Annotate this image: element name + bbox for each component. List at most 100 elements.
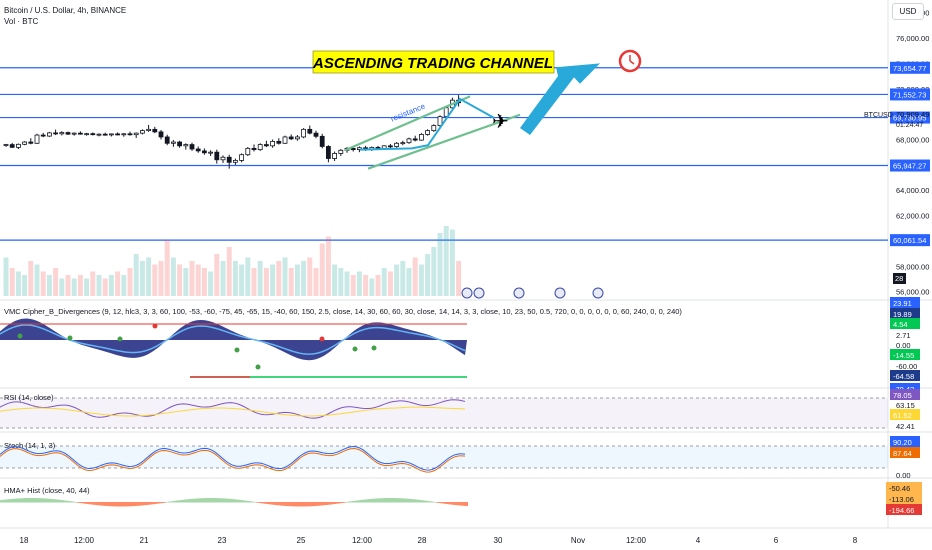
stoch-d-line [0, 448, 466, 473]
hma-hist-bar [194, 498, 196, 503]
hma-hist-bar [96, 502, 98, 506]
stoch-tick: 0.00 [896, 471, 911, 480]
currency-button[interactable]: USD [892, 3, 924, 20]
volume-bar [127, 268, 133, 296]
hma-hist-bar [454, 502, 456, 505]
hma-badge-label: -50.46 [889, 484, 910, 493]
hma-hist-bar [122, 502, 124, 507]
channel-upper-line [344, 95, 471, 152]
candle-body [28, 141, 34, 144]
hma-badge [886, 504, 922, 515]
hma-hist-bar [16, 498, 18, 503]
volume-bar [189, 261, 195, 296]
volume-bar [431, 247, 437, 296]
vmc-badge [890, 297, 920, 308]
hma-hist-bar [310, 502, 312, 507]
hma-hist-bar [212, 498, 214, 503]
candle-body [400, 142, 406, 145]
hma-hist-bar [40, 498, 42, 503]
time-tick-label: 12:00 [626, 536, 647, 545]
symbol-title[interactable]: Bitcoin / U.S. Dollar, 4h, BINANCE [4, 6, 127, 15]
candle-body [139, 130, 145, 134]
level-price-badge [890, 159, 930, 172]
hma-hist-bar [250, 501, 252, 503]
hma-hist-bar [362, 499, 364, 503]
hma-hist-bar [28, 498, 30, 503]
hma-hist-bar [274, 502, 276, 505]
hma-hist-bar [58, 499, 60, 503]
volume-bar [338, 268, 344, 296]
hma-hist-bar [68, 500, 70, 503]
hma-hist-bar [220, 498, 222, 503]
hma-hist-bar [70, 501, 72, 503]
candle-body [387, 145, 393, 148]
hma-hist-bar [180, 500, 182, 503]
candle-body [232, 160, 238, 163]
hma-hist-bar [228, 498, 230, 503]
hma-hist-bar [382, 498, 384, 503]
hma-hist-bar [360, 499, 362, 503]
hma-hist-bar [94, 502, 96, 505]
hma-hist-bar [376, 498, 378, 503]
volume-bar [239, 264, 245, 296]
hma-hist-bar [450, 502, 452, 505]
volume-bar [263, 268, 269, 296]
volume-bar [28, 261, 34, 296]
volume-bar [214, 254, 220, 296]
hma-hist-bar [88, 502, 90, 505]
hma-hist-bar [160, 502, 162, 504]
hma-hist-bar [126, 502, 128, 507]
hma-hist-bar [256, 502, 258, 503]
volume-bar [84, 278, 90, 296]
volume-bar [201, 268, 207, 296]
volume-bar [350, 275, 356, 296]
hma-hist-bar [236, 499, 238, 503]
volume-bar [443, 226, 449, 296]
hma-hist-bar [232, 499, 234, 503]
candle-body [418, 134, 424, 141]
hma-hist-bar [342, 502, 344, 503]
level-price-label: 69,730.95 [893, 114, 926, 123]
resistance-label: resistance [389, 101, 427, 123]
volume-bar [394, 264, 400, 296]
vmc-tick: -60.00 [896, 362, 917, 371]
hma-hist-bar [402, 498, 404, 503]
hma-hist-bar [396, 498, 398, 503]
hma-hist-bar [368, 499, 370, 503]
volume-bar [115, 271, 121, 296]
candle-body [121, 133, 127, 136]
hma-hist-bar [252, 501, 254, 503]
hma-hist-bar [138, 502, 140, 506]
candle-body [59, 132, 65, 135]
volume-bar [108, 275, 114, 296]
time-tick-label: 18 [20, 536, 29, 545]
volume-bar [288, 268, 294, 296]
candle-body [53, 132, 58, 135]
hma-hist-bar [104, 502, 106, 506]
hma-hist-bar [190, 498, 192, 503]
hma-hist-bar [42, 498, 44, 503]
time-tick-label: Nov [571, 536, 585, 545]
volume-bar [425, 254, 431, 296]
volume-bar [208, 271, 214, 296]
volume-bar [257, 261, 263, 296]
vmc-dot-marker [352, 346, 358, 352]
candle-body [40, 134, 46, 137]
hma-hist-bar [248, 501, 250, 503]
candle-body [350, 147, 356, 151]
target-arrow [520, 63, 600, 136]
hma-hist-bar [182, 499, 184, 503]
time-tick-label: 28 [418, 536, 427, 545]
hma-hist-bar [56, 499, 58, 503]
candle-body [109, 133, 114, 136]
hma-hist-bar [270, 502, 272, 505]
hma-label: HMA+ Hist (close, 40, 44) [4, 486, 90, 495]
volume-bar [400, 261, 406, 296]
candle-body [288, 136, 294, 140]
hma-hist-bar [8, 499, 10, 503]
candle-body [282, 136, 288, 144]
volume-bar [65, 275, 71, 296]
volume-bar [177, 264, 183, 296]
hma-hist-bar [216, 498, 218, 503]
